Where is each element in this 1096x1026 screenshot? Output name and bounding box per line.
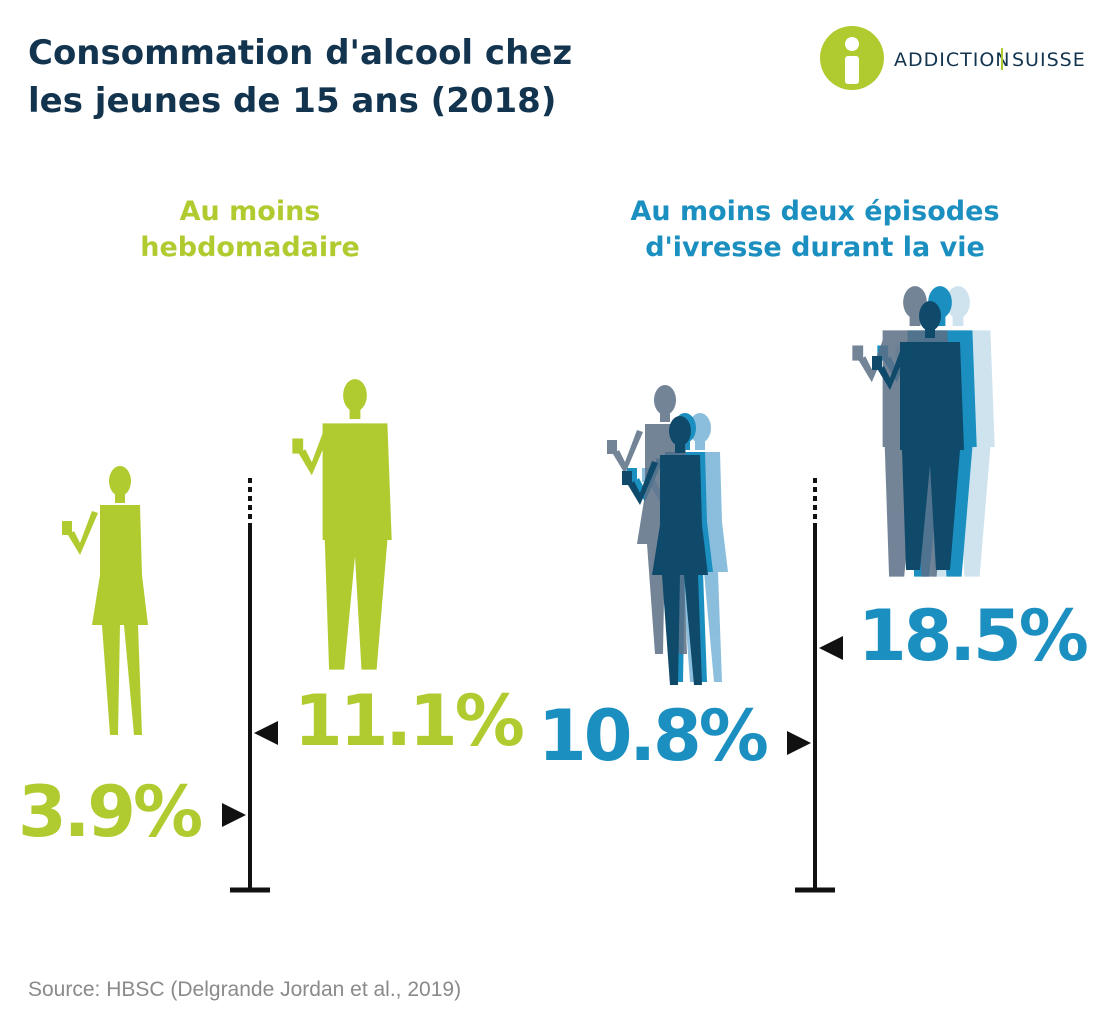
arm: [298, 427, 332, 476]
body: [652, 455, 708, 575]
legs: [324, 540, 388, 670]
logo-dot: [845, 37, 859, 51]
boys-value: 11.1%: [294, 680, 523, 762]
legs: [902, 450, 960, 570]
panel-heading: hebdomadaire: [140, 232, 360, 263]
silhouette: [292, 379, 392, 670]
girls-value: 3.9%: [18, 771, 201, 853]
arm: [68, 511, 98, 555]
panel-heading: Au moins: [180, 196, 321, 227]
neck: [660, 412, 670, 422]
head: [919, 301, 941, 331]
title-line: Consommation d'alcool chez: [28, 33, 572, 73]
head: [109, 466, 131, 496]
head: [343, 379, 367, 412]
neck: [349, 408, 361, 420]
pointer: [819, 636, 843, 660]
silhouette: [62, 466, 148, 735]
boys-value: 18.5%: [858, 595, 1087, 677]
neck: [115, 493, 125, 503]
neck: [695, 440, 705, 450]
neck: [909, 315, 921, 327]
arm: [613, 430, 643, 474]
body: [92, 505, 148, 625]
glass: [622, 471, 632, 485]
head: [946, 286, 970, 319]
figures: [62, 286, 995, 735]
title-line: les jeunes de 15 ans (2018): [28, 81, 556, 121]
girls-value: 10.8%: [538, 695, 767, 777]
head: [654, 385, 676, 415]
logo: ADDICTION SUISSE: [820, 26, 1086, 90]
panel-heading: Au moins deux épisodes: [630, 196, 999, 227]
logo-text: SUISSE: [1012, 49, 1086, 71]
glass: [62, 521, 72, 535]
body: [322, 423, 392, 540]
arm: [628, 461, 658, 505]
logo-stem: [845, 56, 859, 84]
glass: [872, 356, 882, 370]
head: [669, 416, 691, 446]
legs: [102, 625, 142, 735]
glass: [292, 438, 304, 454]
arm: [878, 346, 908, 390]
pointer: [254, 721, 278, 745]
panel-heading: d'ivresse durant la vie: [645, 232, 985, 263]
body: [900, 342, 964, 450]
neck: [952, 315, 964, 327]
glass: [852, 345, 864, 361]
neck: [675, 443, 685, 453]
pointer: [787, 731, 811, 755]
source: Source: HBSC (Delgrande Jordan et al., 2…: [28, 978, 461, 1001]
pointer: [222, 803, 246, 827]
neck: [925, 328, 935, 338]
silhouette: [622, 416, 708, 685]
scales: [222, 478, 843, 893]
glass: [607, 440, 617, 454]
silhouette: [872, 301, 964, 570]
logo-text: ADDICTION: [894, 49, 1011, 71]
legs: [662, 575, 702, 685]
arm: [858, 334, 892, 383]
